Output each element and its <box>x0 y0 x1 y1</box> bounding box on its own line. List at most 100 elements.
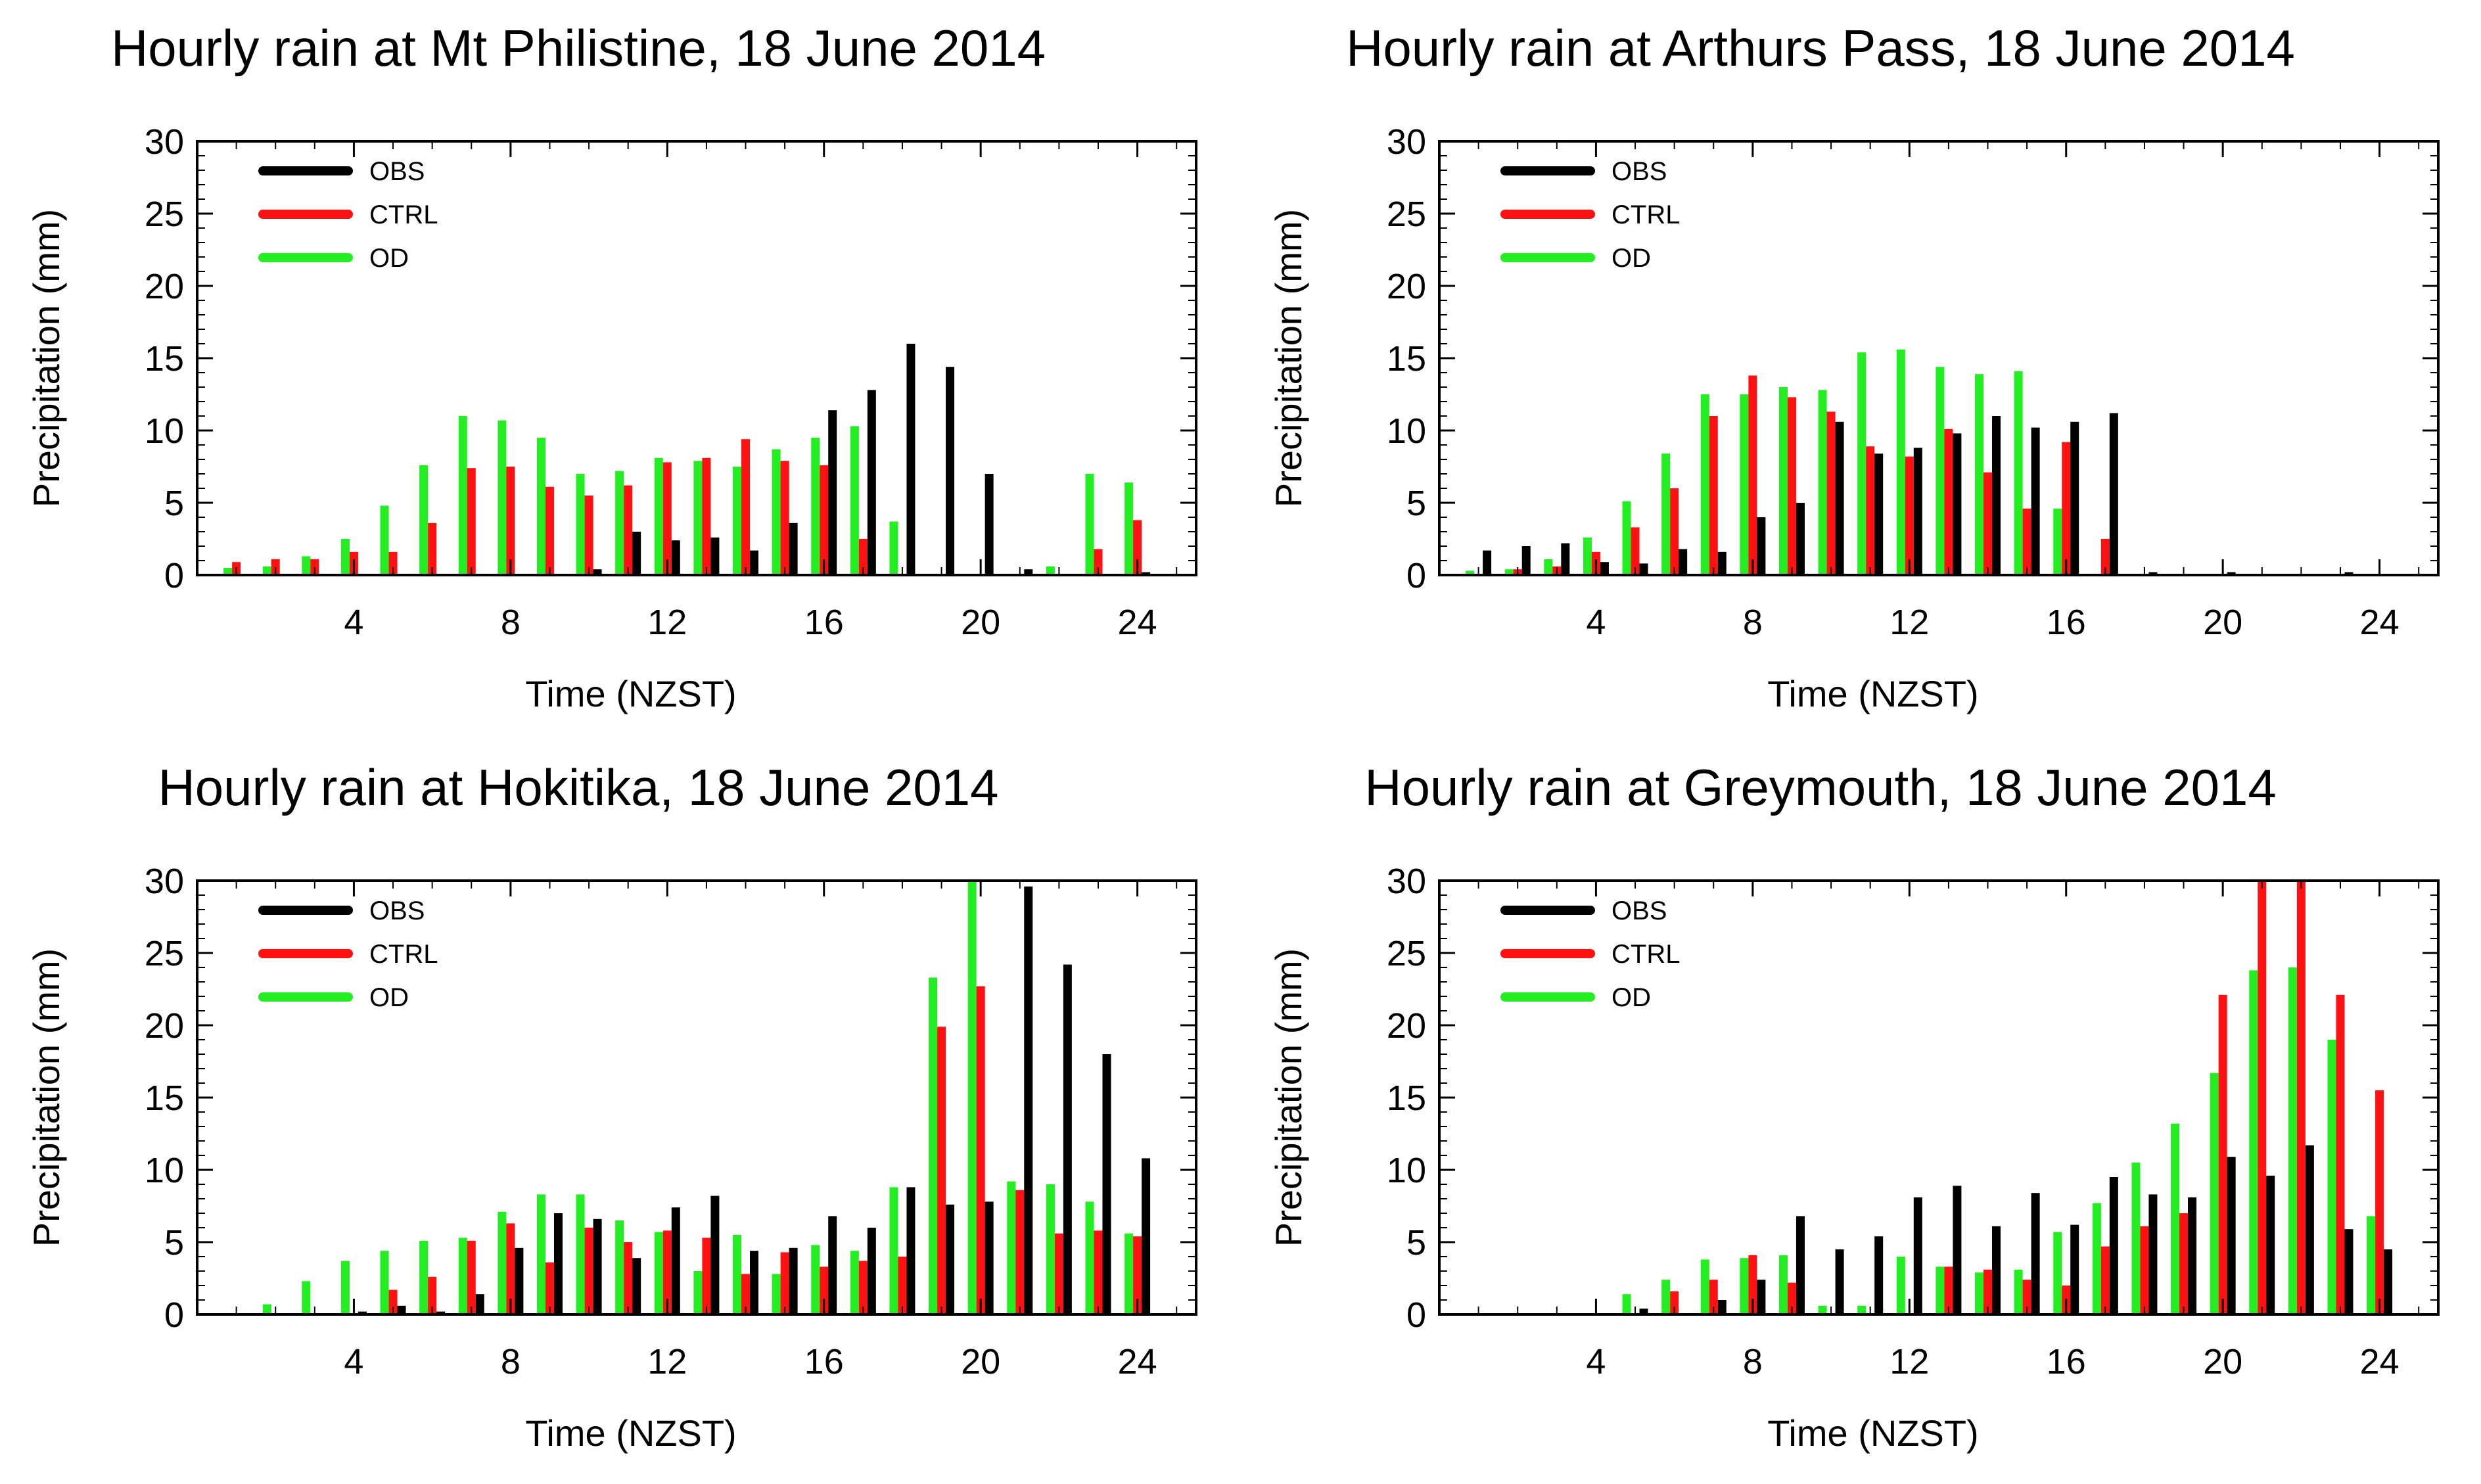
bar-obs-21 <box>2266 1175 2275 1314</box>
chart-canvas-greymouth: Hourly rain at Greymouth, 18 June 2014 0 5… <box>1268 758 2440 1454</box>
bar-od-17 <box>2092 1203 2101 1314</box>
bar-obs-3 <box>1561 543 1570 575</box>
bar-obs-12 <box>1913 448 1922 575</box>
x-axis-label: Time (NZST) <box>525 673 736 714</box>
bar-od-8 <box>1740 394 1749 575</box>
plot-frame <box>1438 879 2440 1316</box>
bar-obs-13 <box>710 537 720 575</box>
chart-greymouth: Hourly rain at Greymouth, 18 June 2014 0 5… <box>1242 739 2465 1475</box>
y-axis-label: Precipitation (mm) <box>26 948 67 1247</box>
bar-od-16 <box>2053 1232 2062 1314</box>
bar-ctrl-15 <box>780 1252 789 1314</box>
bar-ctrl-10 <box>1826 411 1836 575</box>
bar-ctrl-22 <box>1054 1233 1063 1314</box>
bar-od-14 <box>733 1235 742 1314</box>
bar-obs-20 <box>2227 1157 2236 1314</box>
x-tick-label: 16 <box>2047 1342 2086 1381</box>
bar-ctrl-6 <box>1670 1291 1679 1314</box>
y-tick-label: 5 <box>164 484 184 523</box>
x-tick-label: 4 <box>344 1342 363 1381</box>
x-tick-label: 8 <box>1743 1342 1763 1381</box>
bar-obs-11 <box>632 532 641 575</box>
bar-od-11 <box>1857 1305 1867 1314</box>
bar-obs-7 <box>1717 551 1727 575</box>
bar-ctrl-9 <box>545 1262 554 1314</box>
bar-od-2 <box>1504 569 1514 575</box>
bar-ctrl-14 <box>741 1274 751 1314</box>
bar-od-7 <box>458 1238 467 1314</box>
bar-ctrl-12 <box>1905 456 1914 575</box>
y-tick-label: 15 <box>145 339 184 379</box>
bar-ctrl-21 <box>1015 1190 1025 1314</box>
bar-obs-8 <box>1757 517 1766 575</box>
bar-obs-22 <box>2305 1145 2314 1314</box>
bar-ctrl-9 <box>1787 397 1796 575</box>
y-tick-label: 5 <box>1406 1223 1426 1263</box>
bar-od-24 <box>1125 1233 1134 1314</box>
bar-od-22 <box>2288 967 2297 1314</box>
plot-frame <box>196 140 1197 576</box>
bar-od-3 <box>302 556 311 575</box>
bar-ctrl-16 <box>820 465 829 575</box>
bar-ctrl-20 <box>976 986 985 1314</box>
legend-label-od: OD <box>1611 983 1651 1012</box>
bar-obs-5 <box>397 1305 406 1314</box>
chart-title: Hourly rain at Arthurs Pass, 18 June 201… <box>1346 19 2295 77</box>
bar-obs-13 <box>1953 433 1962 575</box>
bar-obs-6 <box>1679 549 1688 575</box>
bar-od-7 <box>458 416 467 575</box>
x-tick-label: 12 <box>647 603 687 642</box>
bar-od-24 <box>1125 482 1134 575</box>
bar-ctrl-17 <box>858 1261 868 1314</box>
plot-frame <box>1438 140 2440 576</box>
bar-obs-8 <box>1757 1280 1766 1314</box>
x-tick-label: 4 <box>1586 603 1606 642</box>
bar-od-12 <box>1896 1257 1905 1314</box>
y-axis-label: Precipitation (mm) <box>1268 948 1309 1247</box>
bar-obs-21 <box>1024 886 1033 1314</box>
chart-canvas-hokitika: Hourly rain at Hokitika, 18 June 2014 0 5 1… <box>26 758 1197 1454</box>
y-tick-label: 30 <box>145 122 184 162</box>
bar-obs-4 <box>1600 562 1609 575</box>
legend-label-ctrl: CTRL <box>1611 940 1680 969</box>
bar-ctrl-17 <box>2100 1246 2110 1314</box>
bar-ctrl-12 <box>662 1230 672 1314</box>
bar-obs-13 <box>710 1195 720 1314</box>
legend-label-obs: OBS <box>369 157 425 186</box>
y-tick-label: 15 <box>1387 339 1426 379</box>
bar-od-18 <box>889 521 898 575</box>
bar-ctrl-15 <box>2022 508 2031 575</box>
bar-od-9 <box>536 1194 545 1314</box>
bar-od-6 <box>419 465 429 575</box>
x-tick-label: 12 <box>1890 603 1929 642</box>
bar-obs-14 <box>1992 1226 2001 1314</box>
x-tick-label: 20 <box>2203 603 2242 642</box>
bar-obs-15 <box>789 522 798 575</box>
bar-obs-16 <box>2070 421 2079 575</box>
bar-ctrl-10 <box>584 1228 593 1314</box>
bar-obs-13 <box>1953 1186 1962 1314</box>
bar-obs-19 <box>2188 1197 2197 1314</box>
bar-od-6 <box>419 1240 429 1314</box>
bar-od-14 <box>733 467 742 575</box>
y-tick-label: 25 <box>1387 934 1426 973</box>
bar-obs-18 <box>906 1187 916 1314</box>
bar-od-5 <box>1622 501 1631 575</box>
bar-od-12 <box>654 1232 663 1314</box>
y-axis-label: Precipitation (mm) <box>1268 209 1309 507</box>
legend-label-od: OD <box>369 244 409 273</box>
bar-ctrl-24 <box>1133 520 1142 575</box>
bar-ctrl-8 <box>506 467 515 575</box>
bar-obs-18 <box>2148 572 2158 575</box>
bar-od-9 <box>1778 1255 1788 1314</box>
x-tick-label: 16 <box>804 1342 844 1381</box>
bar-od-1 <box>223 568 233 575</box>
bar-od-10 <box>1818 1305 1827 1314</box>
y-tick-label: 5 <box>164 1223 184 1263</box>
x-axis-label: Time (NZST) <box>1767 673 1978 714</box>
bar-ctrl-15 <box>2022 1280 2031 1314</box>
bar-od-14 <box>1975 1272 1984 1314</box>
bar-od-9 <box>1778 387 1788 575</box>
bar-obs-11 <box>1874 1236 1884 1314</box>
bar-obs-18 <box>2148 1194 2158 1314</box>
